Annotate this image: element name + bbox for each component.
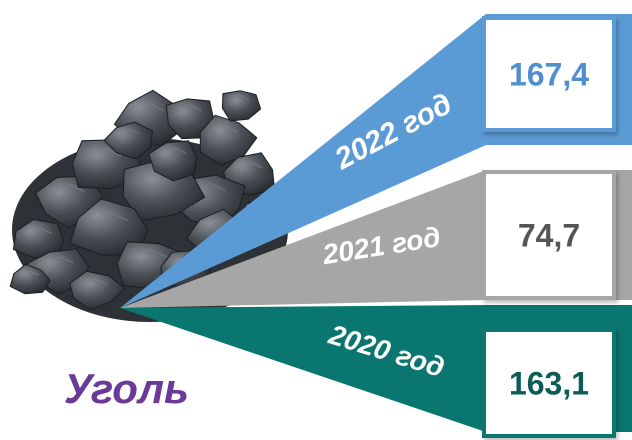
value-box-2021 (482, 170, 616, 300)
coal-highlight (79, 278, 108, 287)
coal-lump (147, 140, 198, 182)
coal-highlight (84, 147, 122, 160)
coal-highlight (87, 211, 128, 225)
coal-lump (69, 270, 126, 311)
coal-highlight (24, 227, 53, 237)
coal-highlight (42, 256, 74, 266)
coal-highlight (160, 147, 187, 157)
coal-lump (165, 98, 215, 140)
value-label: 167,4 (509, 57, 589, 93)
value-label: 163,1 (509, 366, 589, 402)
value-boxes-layer (482, 16, 616, 438)
coal-highlight (131, 102, 165, 115)
coal-highlight (51, 183, 85, 195)
product-title: Уголь (64, 365, 189, 412)
coal-lump (221, 90, 262, 122)
coal-lump (199, 114, 258, 166)
coal-highlight (18, 270, 40, 278)
value-box-2022 (482, 16, 616, 132)
coal-highlight (234, 161, 263, 171)
coal-lump (103, 121, 154, 160)
coal-highlight (228, 94, 250, 102)
coal-highlight (129, 248, 167, 260)
coal-highlight (175, 104, 202, 114)
value-label: 74,7 (518, 218, 580, 254)
value-box-2020 (482, 328, 616, 438)
coal-highlight (116, 128, 141, 137)
coal-highlight (208, 125, 239, 136)
coal-lump (9, 263, 52, 295)
